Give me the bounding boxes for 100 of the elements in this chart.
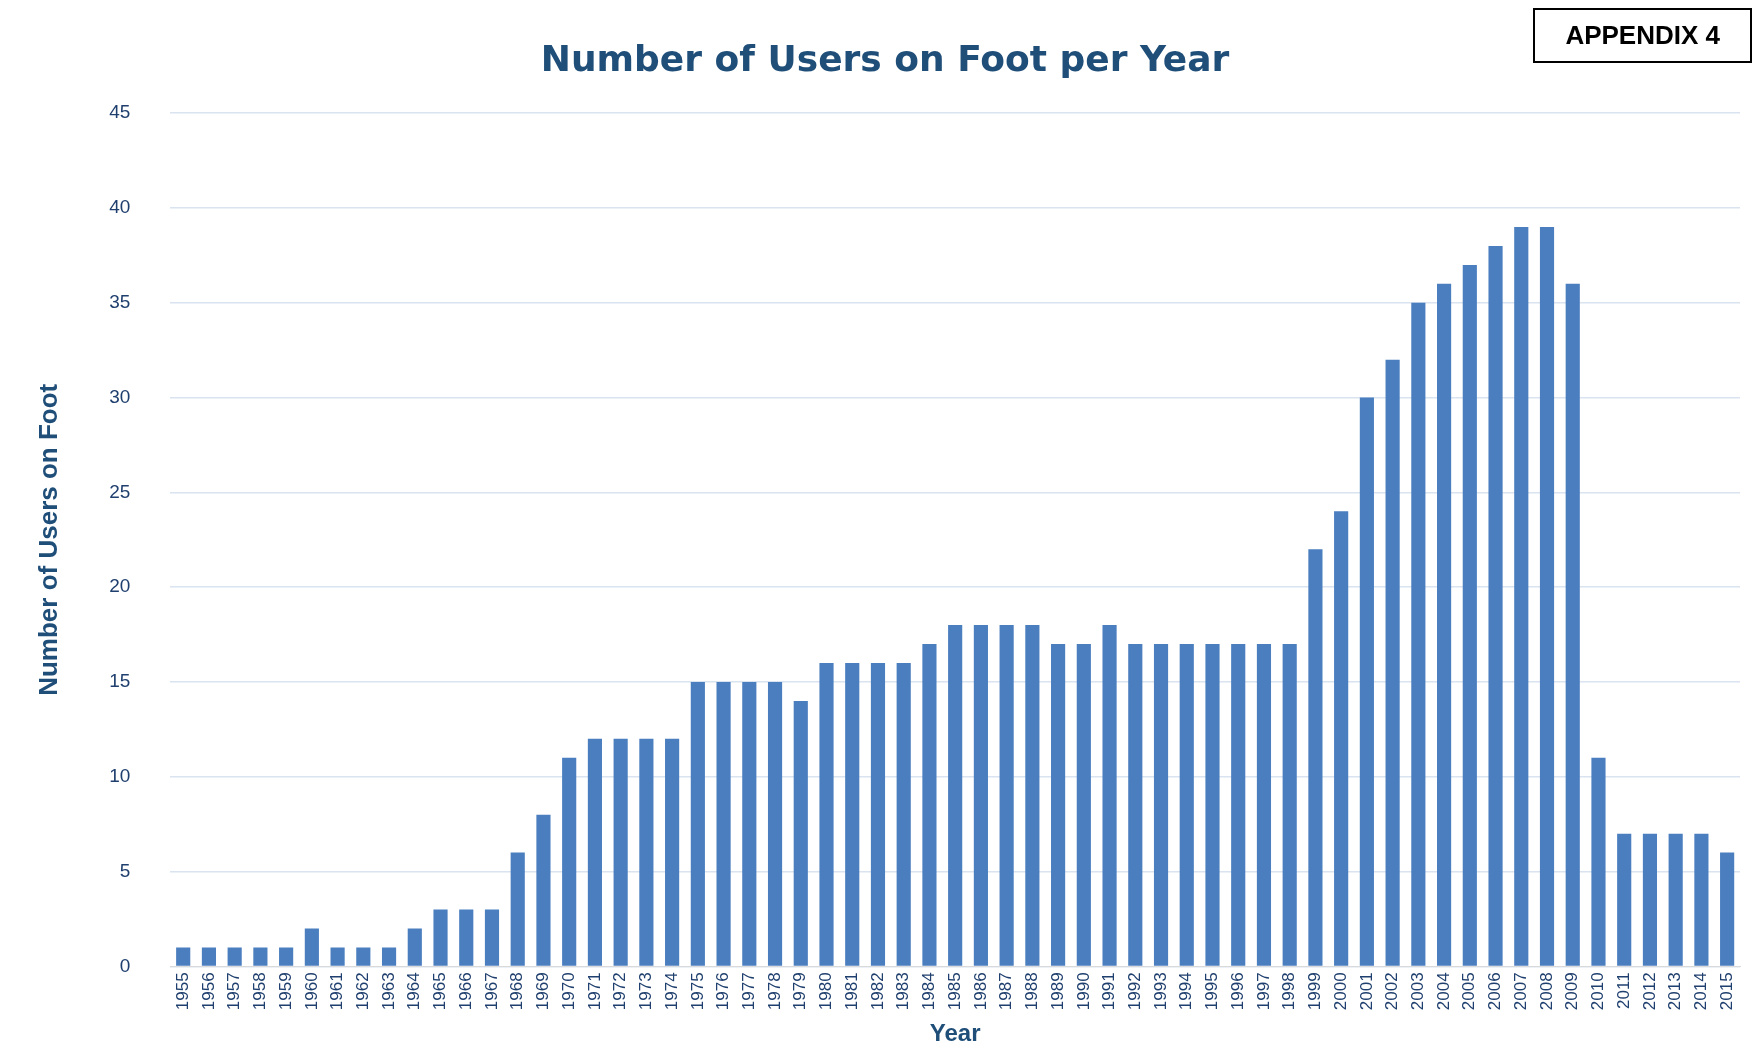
bar <box>381 947 397 966</box>
x-tick-label: 1981 <box>841 972 861 1011</box>
bar <box>1694 833 1709 966</box>
bar <box>1282 644 1297 966</box>
bar <box>793 700 808 966</box>
bar <box>922 644 937 966</box>
bar <box>484 909 500 966</box>
x-tick-label: 1970 <box>558 972 578 1011</box>
x-tick-label: 1967 <box>481 972 501 1011</box>
y-axis-title: Number of Users on Foot <box>32 383 63 696</box>
bar <box>1488 245 1503 966</box>
bar <box>1411 302 1426 966</box>
x-tick-label: 2011 <box>1613 972 1633 1009</box>
x-tick-label: 2015 <box>1716 972 1736 1011</box>
bar <box>665 738 680 966</box>
bar <box>1179 644 1194 966</box>
chart-title: Number of Users on Foot per Year <box>540 37 1230 79</box>
y-tick-label: 15 <box>109 670 131 692</box>
bar <box>1051 644 1066 966</box>
bar <box>999 625 1014 966</box>
bar <box>896 663 911 966</box>
bar <box>433 909 448 966</box>
y-tick-label: 40 <box>109 196 131 218</box>
bar <box>587 738 602 966</box>
bar <box>227 947 242 966</box>
x-tick-label: 1966 <box>455 972 475 1011</box>
x-tick-label: 1956 <box>198 972 218 1011</box>
bar <box>1256 644 1272 966</box>
x-tick-label: 1972 <box>610 972 630 1011</box>
x-tick-label: 1982 <box>867 972 887 1011</box>
bar <box>1617 833 1632 966</box>
y-tick-label: 20 <box>109 575 131 597</box>
bar <box>1308 549 1323 966</box>
bar <box>870 663 886 966</box>
text: APPENDIX 4 <box>1533 8 1752 63</box>
bar <box>1591 757 1606 966</box>
x-tick-label: 2005 <box>1459 972 1479 1011</box>
x-tick-label: 1989 <box>1047 972 1067 1011</box>
bar <box>845 663 860 966</box>
y-tick-label: 35 <box>109 291 131 313</box>
bar <box>304 928 319 966</box>
bar <box>1514 226 1529 966</box>
bar <box>948 625 963 966</box>
bar <box>1462 264 1477 966</box>
bar <box>973 625 988 966</box>
y-tick-label: 5 <box>119 859 131 881</box>
bar <box>1076 644 1091 966</box>
x-tick-label: 1999 <box>1305 972 1325 1011</box>
x-tick-label: 1969 <box>533 972 553 1011</box>
bar <box>767 681 783 966</box>
bar <box>356 947 371 966</box>
x-tick-label: 2013 <box>1665 972 1685 1011</box>
y-tick-label: 30 <box>109 385 131 407</box>
x-tick-label: 1994 <box>1176 972 1196 1011</box>
bar <box>1539 226 1555 966</box>
x-tick-label: 1980 <box>816 972 836 1011</box>
bar <box>742 681 757 966</box>
x-tick-label: 2000 <box>1330 972 1350 1011</box>
x-tick-label: 2007 <box>1510 972 1530 1011</box>
x-tick-label: 1965 <box>430 972 450 1011</box>
x-tick-label: 2012 <box>1639 972 1659 1011</box>
bar <box>176 947 191 966</box>
bar <box>253 947 268 966</box>
y-tick-label: 45 <box>109 101 131 123</box>
x-tick-label: 1987 <box>996 972 1016 1011</box>
x-tick-label: 1984 <box>919 972 939 1011</box>
x-tick-label: 2003 <box>1408 972 1428 1011</box>
x-tick-label: 2009 <box>1562 972 1582 1011</box>
bar <box>1668 833 1683 966</box>
bar <box>690 681 705 966</box>
x-tick-label: 1958 <box>250 972 270 1011</box>
x-tick-label: 2001 <box>1356 972 1376 1011</box>
x-tick-label: 1979 <box>790 972 810 1011</box>
x-tick-label: 1993 <box>1150 972 1170 1011</box>
bar <box>1385 359 1400 966</box>
x-tick-label: 1964 <box>404 972 424 1011</box>
bar <box>1153 644 1169 966</box>
bar <box>1128 644 1143 966</box>
bar <box>201 947 217 966</box>
bar <box>1359 397 1374 966</box>
y-tick-label: 25 <box>109 480 131 502</box>
y-tick-label: 10 <box>109 765 131 787</box>
x-tick-label: 1983 <box>893 972 913 1011</box>
bar <box>1205 644 1220 966</box>
bar <box>536 814 551 966</box>
y-tick-label: 0 <box>119 954 131 976</box>
x-tick-label: 1959 <box>275 972 295 1011</box>
x-tick-label: 2002 <box>1382 972 1402 1011</box>
x-tick-label: 2006 <box>1485 972 1505 1011</box>
x-tick-label: 2004 <box>1433 972 1453 1011</box>
bar <box>330 947 345 966</box>
x-tick-label: 1963 <box>378 972 398 1011</box>
bar <box>1720 852 1735 966</box>
x-tick-label: 1992 <box>1124 972 1144 1011</box>
bar <box>1102 625 1117 966</box>
bar <box>819 663 834 966</box>
x-tick-label: 1977 <box>739 972 758 1011</box>
bar <box>407 928 422 966</box>
x-tick-label: 1971 <box>584 972 604 1011</box>
bar <box>716 681 731 966</box>
